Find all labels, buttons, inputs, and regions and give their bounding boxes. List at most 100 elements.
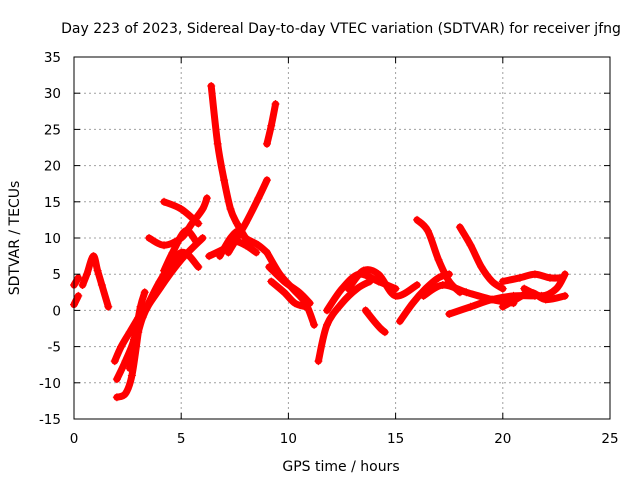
x-tick-label: 25 xyxy=(601,431,618,447)
data-point-marker xyxy=(160,197,169,206)
data-point-marker xyxy=(301,302,310,311)
data-series-arc-11 xyxy=(160,197,203,228)
data-point-marker xyxy=(408,299,417,308)
data-point-marker xyxy=(466,241,475,250)
data-point-marker xyxy=(462,288,471,297)
data-point-marker xyxy=(434,273,443,282)
data-point-marker xyxy=(361,306,370,315)
data-point-marker xyxy=(194,262,203,271)
data-point-marker xyxy=(82,270,91,279)
data-point-marker xyxy=(515,273,524,282)
data-point-marker xyxy=(181,226,190,235)
data-point-marker xyxy=(74,273,83,282)
data-point-marker xyxy=(560,291,569,300)
data-point-marker xyxy=(265,262,274,271)
data-arc xyxy=(456,223,507,293)
data-point-marker xyxy=(93,266,102,275)
data-point-marker xyxy=(466,302,475,311)
data-point-marker xyxy=(391,284,400,293)
data-point-marker xyxy=(160,266,169,275)
y-tick-label: 20 xyxy=(44,159,61,175)
data-series-arc-15 xyxy=(224,176,271,257)
y-tick-label: -5 xyxy=(48,340,61,356)
data-point-marker xyxy=(413,215,422,224)
data-point-marker xyxy=(224,248,233,257)
x-tick-label: 5 xyxy=(177,431,186,447)
data-point-marker xyxy=(353,284,362,293)
data-series-arc-27 xyxy=(455,223,507,293)
data-point-marker xyxy=(376,324,385,333)
x-axis-ticks: 0 5 10 15 20 25 xyxy=(70,57,619,447)
data-point-marker xyxy=(271,100,280,109)
data-point-marker xyxy=(226,205,235,214)
data-point-marker xyxy=(262,139,271,148)
data-point-marker xyxy=(380,328,389,337)
data-point-marker xyxy=(121,389,130,398)
data-series-arc-16 xyxy=(262,100,280,148)
data-point-marker xyxy=(445,310,454,319)
data-arc xyxy=(267,277,310,311)
data-point-marker xyxy=(545,273,554,282)
data-point-marker xyxy=(97,281,106,290)
data-series-arc-22 xyxy=(344,266,422,300)
data-point-marker xyxy=(194,219,203,228)
data-point-marker xyxy=(89,252,98,261)
data-point-marker xyxy=(192,237,201,246)
data-point-marker xyxy=(267,121,276,130)
data-point-marker xyxy=(370,317,379,326)
y-tick-label: 5 xyxy=(52,267,61,283)
data-point-marker xyxy=(241,219,250,228)
data-point-marker xyxy=(254,194,263,203)
data-point-marker xyxy=(78,281,87,290)
data-point-marker xyxy=(241,241,250,250)
y-axis-label: SDTVAR / TECUs xyxy=(7,181,23,296)
data-series-arc-20 xyxy=(314,277,374,366)
x-tick-label: 15 xyxy=(387,431,404,447)
data-point-marker xyxy=(267,277,276,286)
data-point-marker xyxy=(305,299,314,308)
data-point-marker xyxy=(395,317,404,326)
data-point-marker xyxy=(117,342,126,351)
y-tick-label: 35 xyxy=(44,50,61,66)
x-tick-label: 20 xyxy=(494,431,511,447)
data-point-marker xyxy=(215,252,224,261)
data-point-marker xyxy=(488,277,497,286)
data-point-marker xyxy=(254,241,263,250)
data-series-arc-2 xyxy=(70,291,83,309)
data-point-marker xyxy=(413,281,422,290)
data-point-marker xyxy=(74,291,83,300)
data-series-arc-23 xyxy=(361,306,389,337)
data-point-marker xyxy=(552,284,561,293)
data-series-arc-31 xyxy=(520,270,569,300)
data-arc xyxy=(160,227,200,275)
data-point-marker xyxy=(205,252,214,261)
data-arc xyxy=(70,292,82,309)
data-point-marker xyxy=(498,284,507,293)
y-tick-label: -10 xyxy=(39,376,61,392)
data-point-marker xyxy=(338,299,346,308)
data-arc xyxy=(362,306,389,336)
data-point-marker xyxy=(127,371,136,380)
data-point-marker xyxy=(177,255,186,264)
data-point-marker xyxy=(310,320,319,329)
data-point-marker xyxy=(220,176,229,185)
data-point-marker xyxy=(104,302,113,311)
x-axis-label: GPS time / hours xyxy=(282,459,399,475)
data-arc xyxy=(70,274,82,289)
data-arc xyxy=(314,277,374,365)
data-point-marker xyxy=(290,299,299,308)
data-point-marker xyxy=(537,291,546,300)
y-axis-ticks: -15 -10 -5 0 5 10 15 20 25 30 35 xyxy=(39,50,610,428)
data-point-marker xyxy=(359,266,368,275)
data-point-marker xyxy=(530,270,539,279)
data-point-marker xyxy=(262,248,271,257)
data-series-arc-19 xyxy=(267,277,310,311)
y-tick-label: 15 xyxy=(44,195,61,211)
data-point-marker xyxy=(280,277,289,286)
data-point-marker xyxy=(241,234,250,242)
data-series-layer xyxy=(70,81,569,402)
data-point-marker xyxy=(112,393,121,402)
data-arc xyxy=(224,176,271,256)
data-point-marker xyxy=(280,288,289,297)
data-point-marker xyxy=(198,234,207,242)
